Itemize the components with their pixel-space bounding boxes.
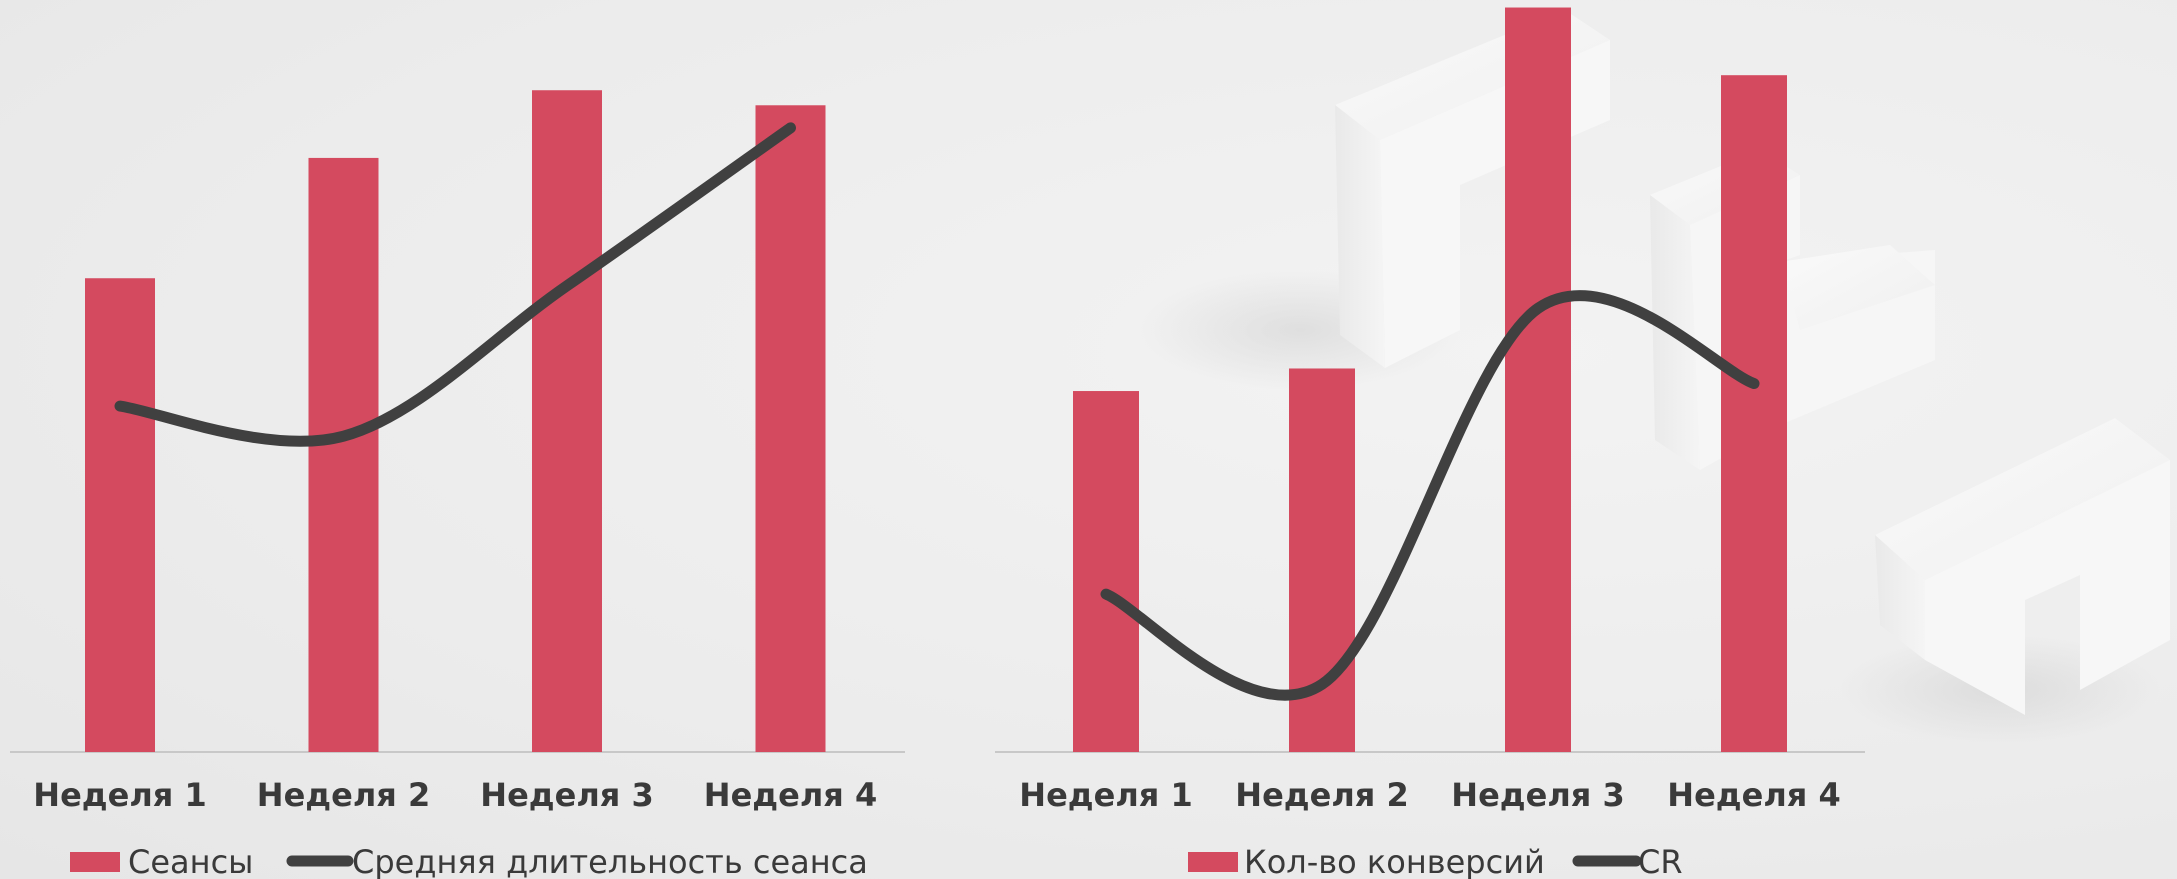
x-axis-tick-labels: Неделя 1 Неделя 2 Неделя 3 Неделя 4 bbox=[33, 776, 877, 814]
legend: Сеансы Средняя длительность сеанса bbox=[70, 843, 868, 879]
bar-series bbox=[1073, 7, 1787, 752]
x-axis-tick-labels: Неделя 1 Неделя 2 Неделя 3 Неделя 4 bbox=[1019, 776, 1840, 814]
legend-label: Средняя длительность сеанса bbox=[352, 843, 868, 879]
tick-label: Неделя 1 bbox=[1019, 776, 1192, 814]
legend-bar-swatch bbox=[70, 852, 120, 872]
block-face bbox=[1875, 535, 1925, 660]
block-face bbox=[1780, 245, 1935, 330]
bar bbox=[532, 90, 602, 753]
tick-label: Неделя 3 bbox=[1451, 776, 1624, 814]
tick-label: Неделя 4 bbox=[1667, 776, 1840, 814]
legend-bar-swatch bbox=[1188, 852, 1238, 872]
block-face bbox=[1335, 105, 1385, 368]
tick-label: Неделя 4 bbox=[704, 776, 877, 814]
legend-label: CR bbox=[1638, 843, 1683, 879]
bar bbox=[1073, 391, 1139, 752]
line-series bbox=[114, 122, 796, 447]
line-series bbox=[1100, 290, 1760, 701]
chart-sessions: Неделя 1 Неделя 2 Неделя 3 Неделя 4 Сеан… bbox=[10, 90, 905, 879]
bar bbox=[85, 278, 155, 752]
chart-conversions: Неделя 1 Неделя 2 Неделя 3 Неделя 4 Кол-… bbox=[995, 7, 1865, 879]
legend: Кол-во конверсий CR bbox=[1188, 843, 1683, 879]
block-face bbox=[1875, 418, 2170, 580]
bar bbox=[308, 157, 379, 753]
tick-label: Неделя 2 bbox=[1235, 776, 1408, 814]
legend-label: Кол-во конверсий bbox=[1244, 843, 1545, 879]
tick-label: Неделя 2 bbox=[257, 776, 430, 814]
bar-series bbox=[85, 90, 826, 753]
bar bbox=[1721, 75, 1787, 752]
tick-label: Неделя 3 bbox=[480, 776, 653, 814]
legend-label: Сеансы bbox=[128, 843, 253, 879]
tick-label: Неделя 1 bbox=[33, 776, 206, 814]
bar bbox=[1505, 7, 1571, 752]
bar bbox=[755, 105, 826, 752]
block-face bbox=[1925, 460, 2170, 715]
